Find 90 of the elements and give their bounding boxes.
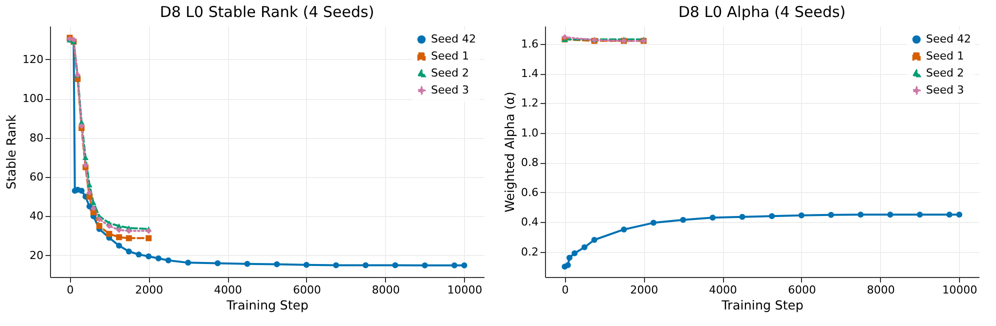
- point: [82, 154, 89, 160]
- y-tick-label: 0.2: [521, 245, 538, 258]
- point: [106, 223, 112, 230]
- point: [303, 262, 310, 268]
- y-tick-label: 80: [30, 131, 44, 144]
- y-tick-label: 40: [30, 210, 44, 223]
- point: [422, 262, 428, 268]
- x-axis-title: Training Step: [720, 298, 804, 312]
- point: [564, 262, 571, 268]
- point: [591, 236, 598, 243]
- point: [244, 260, 250, 267]
- y-tick-label: 1.2: [521, 96, 538, 110]
- point: [650, 220, 656, 226]
- x-tick-label: 8000: [866, 284, 895, 296]
- point: [126, 248, 132, 254]
- point: [116, 234, 122, 240]
- legend-label: Seed 1: [926, 50, 964, 62]
- legend-label: Seed 3: [431, 84, 469, 96]
- y-tick-label: 0.4: [521, 216, 538, 229]
- point: [86, 182, 92, 188]
- point: [362, 262, 369, 268]
- point: [86, 190, 92, 196]
- point: [768, 213, 775, 220]
- y-tick-label: 1.4: [521, 67, 538, 80]
- point: [333, 262, 340, 268]
- x-tick-label: 0: [66, 284, 74, 296]
- point: [274, 261, 280, 268]
- chart-title: D8 L0 Stable Rank (4 Seeds): [160, 3, 374, 21]
- y-tick-label: 1.0: [521, 126, 538, 140]
- chart-title: D8 L0 Alpha (4 Seeds): [678, 3, 846, 21]
- x-tick-label: 6000: [788, 284, 816, 296]
- point: [710, 214, 716, 221]
- point: [106, 230, 112, 237]
- x-tick-label: 6000: [292, 284, 321, 296]
- point: [185, 260, 192, 266]
- x-tick-label: 4000: [709, 284, 738, 296]
- y-tick-label: 60: [30, 170, 44, 184]
- x-tick-label: 2000: [630, 284, 658, 296]
- x-tick-label: 0: [562, 284, 569, 296]
- legend-label: Seed 42: [431, 32, 476, 46]
- point: [887, 212, 894, 218]
- point: [156, 255, 162, 262]
- x-tick-label: 8000: [372, 284, 400, 296]
- x-tick-label: 4000: [214, 284, 242, 296]
- point: [116, 242, 122, 249]
- point: [78, 188, 85, 194]
- y-tick-label: 120: [22, 52, 44, 66]
- y-tick-label: 100: [22, 92, 44, 106]
- point: [916, 212, 923, 218]
- y-axis-title: Stable Rank: [4, 114, 19, 190]
- y-axis-title: Weighted Alpha (α): [502, 92, 518, 212]
- point: [392, 262, 398, 268]
- point: [566, 254, 572, 261]
- y-tick-label: 20: [30, 248, 44, 262]
- point: [461, 262, 468, 268]
- x-tick-label: 10000: [447, 284, 482, 296]
- point: [956, 212, 962, 218]
- point: [739, 214, 746, 220]
- y-tick-label: 0.6: [521, 186, 538, 199]
- x-axis-title: Training Step: [226, 298, 308, 312]
- point: [96, 223, 102, 230]
- point: [572, 250, 578, 256]
- point: [96, 216, 102, 222]
- point: [680, 216, 686, 223]
- legend-label: Seed 42: [926, 32, 971, 46]
- point: [946, 212, 952, 218]
- point: [136, 251, 142, 258]
- point: [165, 257, 172, 264]
- point: [214, 260, 221, 266]
- point: [451, 262, 458, 268]
- point: [146, 235, 152, 242]
- legend-label: Seed 2: [431, 66, 469, 80]
- point: [581, 244, 588, 250]
- x-tick-label: 10000: [942, 284, 978, 296]
- point: [90, 200, 96, 206]
- legend-label: Seed 1: [431, 50, 469, 62]
- point: [858, 212, 864, 218]
- y-tick-label: 0.8: [521, 156, 538, 170]
- point: [90, 205, 96, 212]
- point: [126, 228, 132, 234]
- point: [146, 253, 152, 260]
- x-tick-label: 2000: [135, 284, 164, 296]
- point: [828, 212, 834, 218]
- point: [620, 226, 627, 232]
- y-tick-label: 1.6: [521, 37, 538, 50]
- point: [90, 209, 96, 216]
- legend-label: Seed 3: [926, 84, 964, 96]
- point: [798, 212, 804, 218]
- point: [126, 235, 132, 242]
- legend-label: Seed 2: [926, 66, 964, 80]
